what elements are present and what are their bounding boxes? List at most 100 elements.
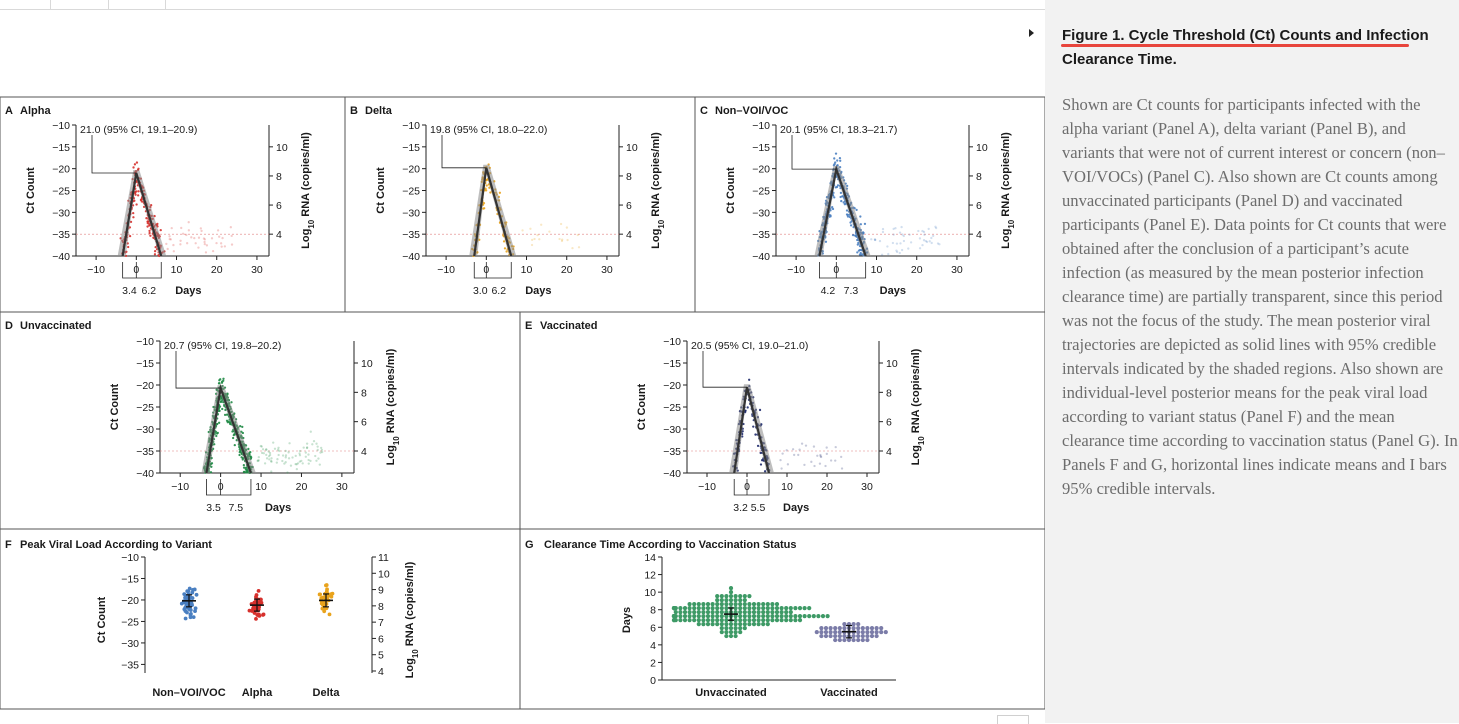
data-point <box>761 610 766 615</box>
panel-letter: F <box>5 539 12 551</box>
data-point <box>320 595 324 600</box>
peak-annotation: 19.8 (95% CI, 18.0–22.0) <box>430 124 547 136</box>
data-point <box>170 226 173 230</box>
y-tick-label: −35 <box>752 229 770 241</box>
data-point <box>498 191 502 194</box>
data-point <box>715 606 720 611</box>
data-point <box>203 243 206 246</box>
proliferation-label: 3.5 <box>206 502 221 514</box>
data-point <box>284 454 288 457</box>
data-point <box>298 454 302 457</box>
y-tick-label: −25 <box>402 186 420 198</box>
data-point <box>521 229 524 232</box>
data-point <box>140 198 143 201</box>
data-point <box>202 237 206 240</box>
data-point <box>738 617 743 623</box>
data-point <box>529 227 532 230</box>
data-point <box>869 629 875 635</box>
y2-tick-label: 10 <box>361 358 373 370</box>
data-point <box>788 614 793 619</box>
y-tick-label: −40 <box>402 251 420 263</box>
data-point <box>832 164 836 167</box>
data-point <box>221 236 224 240</box>
data-point <box>880 253 884 256</box>
panel-title: Unvaccinated <box>20 320 92 332</box>
data-point <box>728 598 734 603</box>
data-point <box>128 235 132 238</box>
y2-tick-label: 6 <box>886 417 892 429</box>
data-point <box>229 226 232 229</box>
data-point <box>223 245 227 248</box>
data-point <box>751 614 757 619</box>
y-tick-label: −20 <box>52 164 70 176</box>
data-point <box>761 606 766 611</box>
data-point <box>533 237 536 241</box>
data-point <box>701 617 706 623</box>
data-point <box>270 457 273 460</box>
y-tick-label: −25 <box>121 616 139 628</box>
data-point <box>298 452 301 455</box>
data-point <box>756 621 761 627</box>
data-point <box>231 430 234 433</box>
data-point <box>558 237 561 241</box>
x-tick-label: −10 <box>787 264 805 276</box>
data-point <box>241 425 244 429</box>
data-point <box>194 592 199 597</box>
data-point <box>223 413 227 417</box>
y2-tick-label: 4 <box>626 229 632 241</box>
y-tick-label: −15 <box>136 358 154 370</box>
clearance-label: 5.5 <box>751 502 766 514</box>
top-toolbar <box>0 0 1045 10</box>
data-point <box>272 441 275 444</box>
data-point <box>770 602 775 607</box>
data-point <box>779 610 784 615</box>
data-point <box>856 637 861 643</box>
data-point <box>294 454 297 458</box>
expand-caption-button[interactable] <box>1018 20 1044 46</box>
data-point <box>169 238 172 241</box>
data-point <box>862 231 865 235</box>
data-point <box>240 456 243 459</box>
data-point <box>833 633 838 639</box>
data-point <box>733 598 738 603</box>
category-label: Delta <box>313 687 341 699</box>
data-point <box>733 617 738 623</box>
data-point <box>182 607 187 612</box>
duration-bracket <box>122 262 162 279</box>
data-point <box>881 227 885 231</box>
data-point <box>823 633 829 639</box>
data-point <box>793 614 798 619</box>
data-point <box>154 246 157 249</box>
y2-tick-label: 10 <box>976 142 988 154</box>
data-point <box>696 606 701 611</box>
data-point <box>710 617 715 623</box>
data-point <box>137 194 140 197</box>
data-point <box>705 621 711 627</box>
data-point <box>828 625 833 631</box>
data-point <box>185 610 189 615</box>
data-point <box>874 238 877 242</box>
scroll-bottom-button[interactable] <box>997 715 1029 724</box>
data-point <box>728 629 734 635</box>
data-point <box>728 625 734 631</box>
data-point <box>309 430 312 433</box>
data-point <box>244 466 247 470</box>
data-point <box>842 637 847 643</box>
data-point <box>932 234 935 238</box>
y2-tick-label: 10 <box>276 142 288 154</box>
data-point <box>851 637 856 643</box>
y-tick-label: −25 <box>52 186 70 198</box>
data-point <box>135 161 139 164</box>
data-point <box>833 629 838 635</box>
data-point <box>148 231 151 235</box>
data-point <box>728 594 734 599</box>
data-point <box>566 238 569 242</box>
data-point <box>733 625 738 631</box>
data-point <box>687 617 692 623</box>
y-tick-label: −15 <box>663 358 681 370</box>
data-point <box>270 460 273 463</box>
x-tick-label: −10 <box>437 264 455 276</box>
data-point <box>265 448 268 451</box>
data-point <box>218 379 221 382</box>
y2-axis-label: Log10 RNA (copies/ml) <box>1000 132 1016 249</box>
